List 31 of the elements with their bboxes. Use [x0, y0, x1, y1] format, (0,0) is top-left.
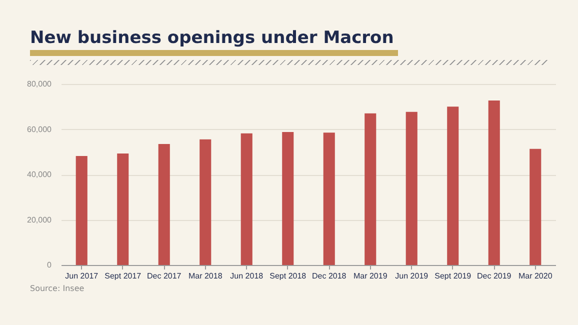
bar — [240, 133, 252, 265]
y-tick-label: 40,000 — [27, 170, 52, 179]
bar — [406, 112, 418, 265]
x-tick-label: Dec 2019 — [477, 272, 512, 280]
x-tick-label: Mar 2020 — [518, 272, 553, 280]
bar — [200, 139, 212, 265]
y-tick-label: 0 — [47, 260, 52, 270]
x-tick-label: Jun 2017 — [65, 272, 99, 280]
bar — [117, 153, 129, 265]
bar — [158, 144, 170, 265]
x-tick-label: Dec 2017 — [147, 272, 182, 280]
bar — [488, 100, 500, 265]
bar — [530, 148, 542, 265]
x-tick-label: Mar 2019 — [353, 272, 388, 280]
x-tick-label: Jun 2019 — [395, 272, 429, 280]
y-tick-label: 60,000 — [27, 124, 52, 134]
bar — [76, 156, 88, 265]
x-tick-label: Sept 2017 — [104, 272, 142, 280]
x-tick-label: Jun 2018 — [230, 272, 264, 280]
y-tick-label: 80,000 — [27, 80, 52, 88]
chart-title: New business openings under Macron — [30, 28, 398, 56]
source-note: Source: Insee — [30, 284, 84, 293]
bar — [447, 106, 459, 265]
bar — [282, 132, 294, 265]
x-tick-label: Sept 2018 — [270, 272, 307, 280]
bar — [323, 132, 335, 265]
x-tick-label: Dec 2018 — [312, 272, 347, 280]
x-tick-label: Mar 2018 — [188, 272, 223, 280]
y-tick-label: 20,000 — [27, 215, 52, 224]
bar — [364, 113, 376, 265]
x-tick-label: Sept 2019 — [434, 272, 472, 280]
